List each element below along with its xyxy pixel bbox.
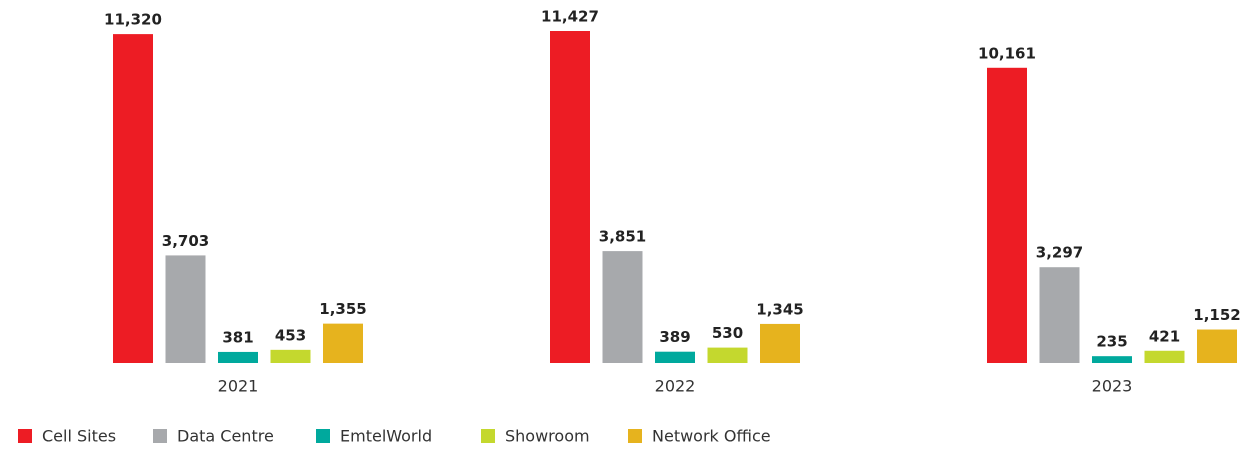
legend-swatch: [153, 429, 167, 443]
data-label: 421: [1149, 327, 1180, 345]
legend-label: Showroom: [505, 427, 590, 446]
x-tick-label: 2023: [1092, 377, 1133, 396]
data-label: 11,427: [541, 8, 599, 26]
bar: [218, 351, 258, 363]
data-label: 10,161: [978, 44, 1036, 62]
bar: [602, 251, 643, 363]
data-label: 1,345: [756, 300, 803, 318]
x-tick-label: 2022: [655, 377, 696, 396]
data-label: 1,355: [319, 300, 366, 318]
bar: [760, 323, 800, 363]
data-label: 11,320: [104, 11, 162, 29]
bar: [323, 323, 363, 363]
bar: [1092, 356, 1132, 363]
data-label: 381: [222, 328, 253, 346]
legend-label: EmtelWorld: [340, 427, 432, 446]
data-label: 3,297: [1036, 244, 1083, 262]
bar: [550, 31, 590, 363]
legend-label: Data Centre: [177, 427, 274, 446]
data-label: 453: [275, 326, 306, 344]
legend-label: Network Office: [652, 427, 771, 446]
bar: [165, 255, 206, 363]
data-label: 530: [712, 324, 743, 342]
bar: [987, 67, 1027, 364]
data-label: 3,703: [162, 232, 209, 250]
data-label: 389: [659, 328, 690, 346]
bar: [1144, 350, 1185, 363]
data-label: 1,152: [1193, 306, 1240, 324]
data-label: 235: [1096, 333, 1127, 351]
bar: [270, 349, 311, 363]
legend-label: Cell Sites: [42, 427, 116, 446]
bar: [655, 351, 695, 363]
legend-swatch: [316, 429, 330, 443]
legend-swatch: [628, 429, 642, 443]
bar: [1197, 329, 1237, 363]
bar: [113, 34, 153, 364]
legend-swatch: [481, 429, 495, 443]
x-tick-label: 2021: [218, 377, 259, 396]
legend-swatch: [18, 429, 32, 443]
bar: [707, 347, 748, 363]
bar: [1039, 267, 1080, 363]
data-label: 3,851: [599, 228, 646, 246]
